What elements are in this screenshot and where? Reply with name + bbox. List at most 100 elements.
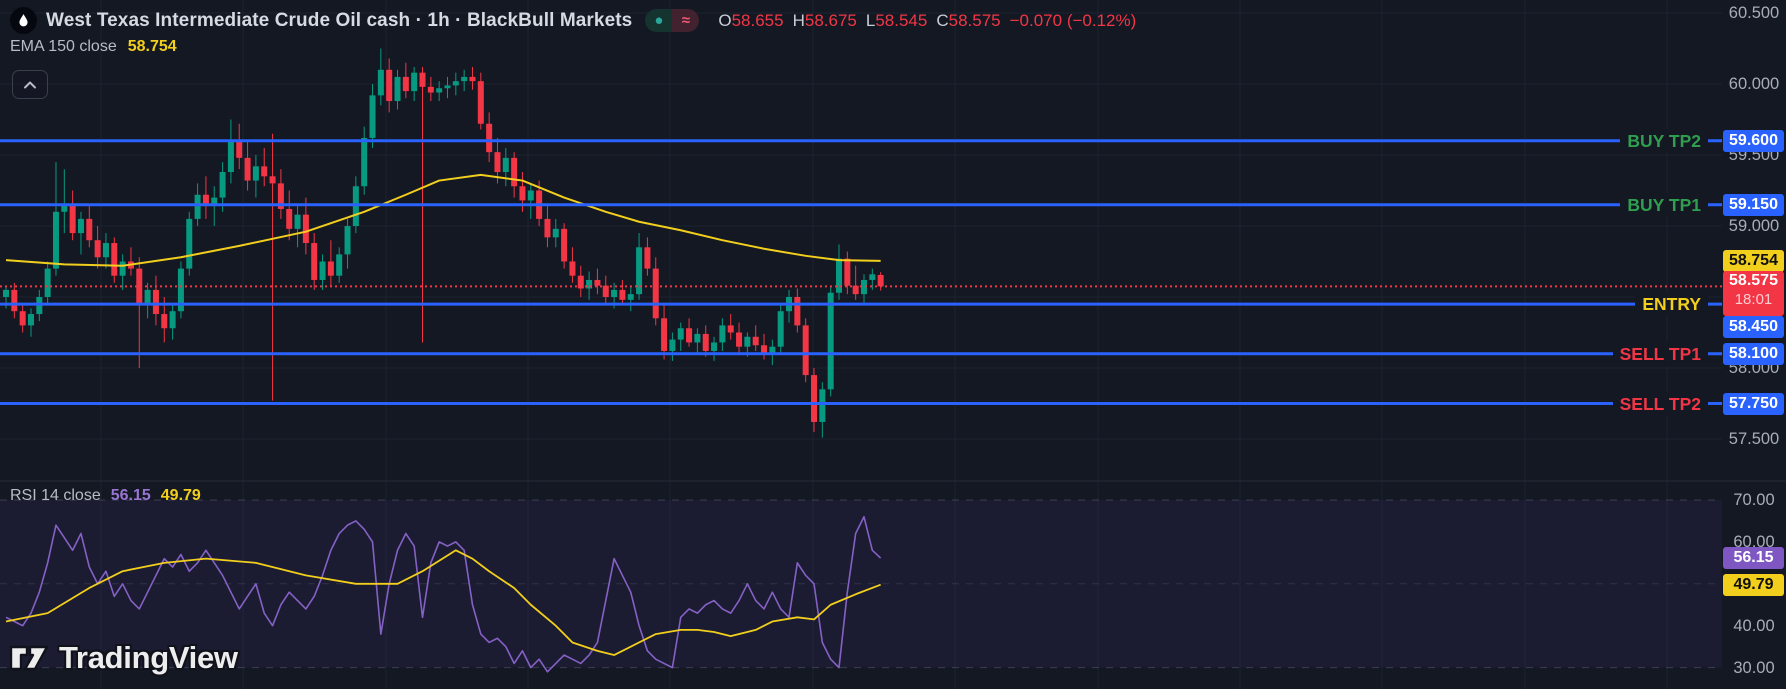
candle-body (336, 254, 343, 276)
level-price-badge-buy-tp2: 59.600 (1723, 129, 1784, 152)
candle-body (119, 261, 126, 276)
level-label-sell-tp2[interactable]: SELL TP2 (1612, 391, 1708, 416)
candle-body (702, 333, 709, 351)
candle-body (602, 285, 609, 297)
candle-body (211, 197, 218, 205)
candle-body (319, 261, 326, 280)
ema-legend[interactable]: EMA 150 close 58.754 (10, 38, 177, 56)
candle-body (452, 81, 459, 86)
rsi-tick[interactable]: 40.00 (1733, 616, 1775, 635)
candle-body (736, 332, 743, 347)
candle-body (852, 285, 859, 295)
ohlc-readout: O58.655 H58.675 L58.545 C58.575 −0.070 (… (718, 11, 1136, 31)
candle-body (302, 214, 309, 244)
candle-body (394, 76, 401, 102)
ema-price-badge: 58.754 (1723, 249, 1784, 272)
rsi-band-fill (0, 500, 1722, 668)
level-label-entry[interactable]: ENTRY (1635, 292, 1708, 317)
low-label: L (865, 10, 876, 30)
gridlines (0, 0, 1722, 689)
rsi-line (5, 515, 882, 673)
tradingview-watermark[interactable]: TradingView (8, 640, 238, 676)
market-status-pills[interactable]: ● ≈ (645, 9, 700, 32)
rsi-ma-line (5, 549, 881, 656)
price-tick[interactable]: 60.500 (1728, 4, 1780, 22)
level-price-badge-entry: 58.450 (1723, 316, 1784, 338)
ema-label: EMA 150 close (10, 38, 117, 55)
candle-body (202, 194, 209, 205)
candle-body (361, 137, 368, 187)
candle-body (411, 72, 418, 92)
candle-body (77, 218, 84, 234)
candle-body (286, 208, 293, 229)
candle-body (52, 211, 59, 269)
candle-body (461, 76, 468, 82)
candle-body (594, 279, 601, 286)
candle-body (94, 240, 101, 258)
candle-body (311, 243, 318, 280)
candle-body (252, 166, 259, 181)
open-value: 58.655 (731, 10, 784, 30)
level-label-buy-tp1[interactable]: BUY TP1 (1620, 192, 1708, 217)
candle-body (152, 289, 159, 315)
candle-body (519, 186, 526, 201)
price-tick[interactable]: 59.000 (1728, 217, 1780, 235)
price-change: −0.070 (−0.12%) (1009, 10, 1137, 30)
level-label-buy-tp2[interactable]: BUY TP2 (1620, 128, 1708, 153)
candle-body (369, 95, 376, 138)
level-price-badge-sell-tp2: 57.750 (1723, 392, 1784, 415)
candle-body (44, 268, 51, 297)
candle-body (769, 346, 776, 354)
candle-body (694, 333, 701, 343)
candle-body (552, 228, 559, 238)
market-open-dot-icon[interactable]: ● (645, 9, 673, 32)
last-price-value: 58.575 (1729, 272, 1778, 290)
candle-body (3, 289, 9, 297)
rsi-value-badge: 56.15 (1723, 547, 1784, 570)
price-tick[interactable]: 60.000 (1728, 75, 1780, 93)
collapse-panes-button[interactable] (12, 70, 48, 99)
close-value: 58.575 (948, 10, 1001, 30)
candle-body (444, 85, 451, 89)
bar-countdown: 18:01 (1734, 291, 1773, 309)
candle-body (161, 314, 168, 329)
candle-body (344, 226, 351, 255)
level-lines (0, 139, 1722, 405)
symbol-title[interactable]: West Texas Intermediate Crude Oil cash ·… (46, 9, 633, 31)
candle-body (102, 243, 109, 258)
candle-body (819, 389, 826, 422)
candle-body (244, 157, 251, 181)
candle-body (502, 157, 509, 173)
rsi-tick[interactable]: 70.00 (1733, 491, 1775, 509)
candle-body (761, 345, 768, 354)
candle-body (719, 325, 726, 343)
rsi-tick[interactable]: 60.00 (1733, 532, 1775, 551)
candle-body (144, 289, 151, 305)
candle-body (636, 247, 643, 295)
level-label-sell-tp1[interactable]: SELL TP1 (1612, 341, 1708, 366)
candle-body (527, 190, 534, 201)
candle-body (844, 258, 851, 286)
candle-body (419, 72, 426, 87)
candle-body (477, 81, 484, 124)
candle-body (219, 172, 226, 198)
candle-body (494, 152, 501, 173)
candle-body (794, 297, 801, 326)
candle-body (19, 311, 26, 326)
candle-body (836, 258, 842, 293)
candle-body (86, 218, 93, 241)
candle-body (711, 342, 718, 351)
price-tick[interactable]: 57.500 (1728, 430, 1780, 448)
candle-body (586, 279, 593, 289)
rsi-legend[interactable]: RSI 14 close 56.15 49.79 (10, 487, 201, 505)
candle-body (752, 336, 759, 346)
candle-body (277, 183, 284, 209)
candle-body (627, 294, 634, 300)
chevron-up-icon (24, 81, 36, 88)
candle-body (69, 204, 76, 234)
candle-body (111, 243, 118, 276)
delayed-data-icon[interactable]: ≈ (672, 9, 700, 32)
rsi-tick[interactable]: 30.00 (1733, 658, 1775, 677)
candle-body (402, 76, 409, 92)
